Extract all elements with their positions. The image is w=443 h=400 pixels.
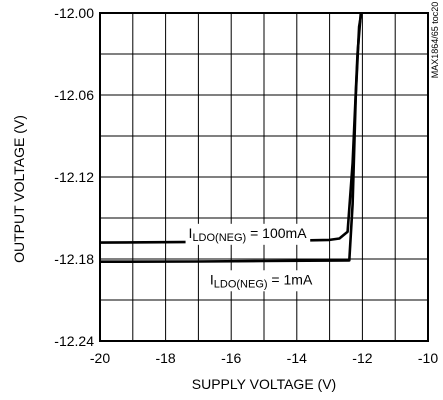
x-tick-label: -16 [221, 350, 241, 366]
x-tick-label: -18 [155, 350, 175, 366]
series-label-100mA-tail: = 100mA [246, 225, 307, 241]
y-tick-label: -12.12 [54, 169, 94, 185]
series-label-1mA-main: I [210, 271, 214, 287]
tick-labels: -20 -18 -16 -14 -12 -10 -12.00 -12.06 -12.12 -12.… [54, 5, 438, 366]
svg-text:ILDO(NEG) = 1mA: ILDO(NEG) = 1mA [210, 271, 313, 290]
y-tick-label: -12.24 [54, 333, 94, 349]
svg-text:ILDO(NEG) = 100mA: ILDO(NEG) = 100mA [189, 225, 308, 244]
y-tick-label: -12.18 [54, 251, 94, 267]
series-label-1mA-tail: = 1mA [268, 271, 313, 287]
series-line-1mA [99, 12, 363, 264]
x-tick-label: -14 [287, 350, 307, 366]
plot-frame [99, 12, 429, 342]
y-axis-label: OUTPUT VOLTAGE (V) [11, 115, 27, 263]
series-label-1mA: ILDO(NEG) = 1mA [206, 270, 316, 292]
x-axis-label: SUPPLY VOLTAGE (V) [192, 376, 336, 392]
series-label-100mA-sub: LDO(NEG) [192, 232, 246, 244]
grid [100, 13, 428, 341]
x-tick-label: -20 [90, 350, 110, 366]
x-tick-label: -12 [352, 350, 372, 366]
series-label-100mA-main: I [189, 225, 193, 241]
series-label-1mA-sub: LDO(NEG) [214, 278, 268, 290]
series-line-100mA [99, 12, 363, 244]
y-tick-label: -12.00 [54, 5, 94, 21]
figure-id: MAX1864/65 toc20 [430, 2, 440, 79]
x-tick-label: -10 [418, 350, 438, 366]
series-label-100mA: ILDO(NEG) = 100mA [185, 223, 311, 245]
y-tick-label: -12.06 [54, 87, 94, 103]
